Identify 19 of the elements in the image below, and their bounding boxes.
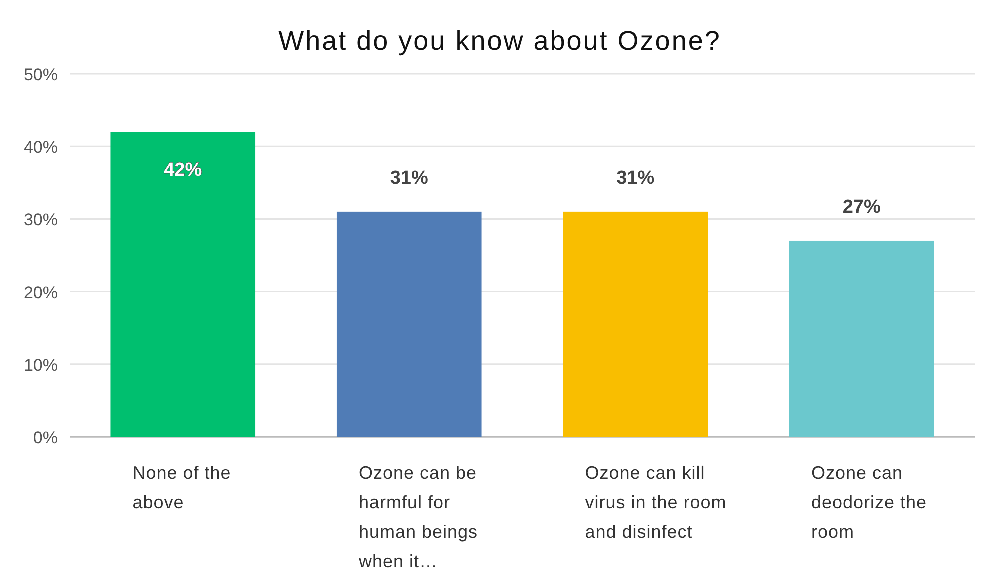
x-tick-label: Ozone can kill virus in the room and disinfect xyxy=(585,463,727,542)
y-tick-label: 40% xyxy=(24,138,58,158)
bar xyxy=(789,240,934,437)
data-label: 31% xyxy=(390,168,428,189)
bar xyxy=(110,132,256,437)
data-label: 42% xyxy=(164,160,202,182)
y-tick-label: 30% xyxy=(24,210,58,230)
bar xyxy=(336,212,482,437)
x-tick-label: None of the above xyxy=(132,463,232,512)
y-tick-label: 0% xyxy=(33,428,58,448)
bar xyxy=(563,212,708,437)
data-label: 27% xyxy=(842,196,881,218)
data-label: 31% xyxy=(616,168,655,189)
y-tick-label: 50% xyxy=(24,65,58,84)
y-tick-label: 20% xyxy=(24,283,58,302)
x-tick-label: Ozone can deodorize the room xyxy=(811,463,928,542)
y-tick-label: 10% xyxy=(24,356,58,375)
chart-title: What do you know about Ozone? xyxy=(278,26,722,56)
x-tick-label: Ozone can be harmful for human beings when it… xyxy=(358,463,478,572)
